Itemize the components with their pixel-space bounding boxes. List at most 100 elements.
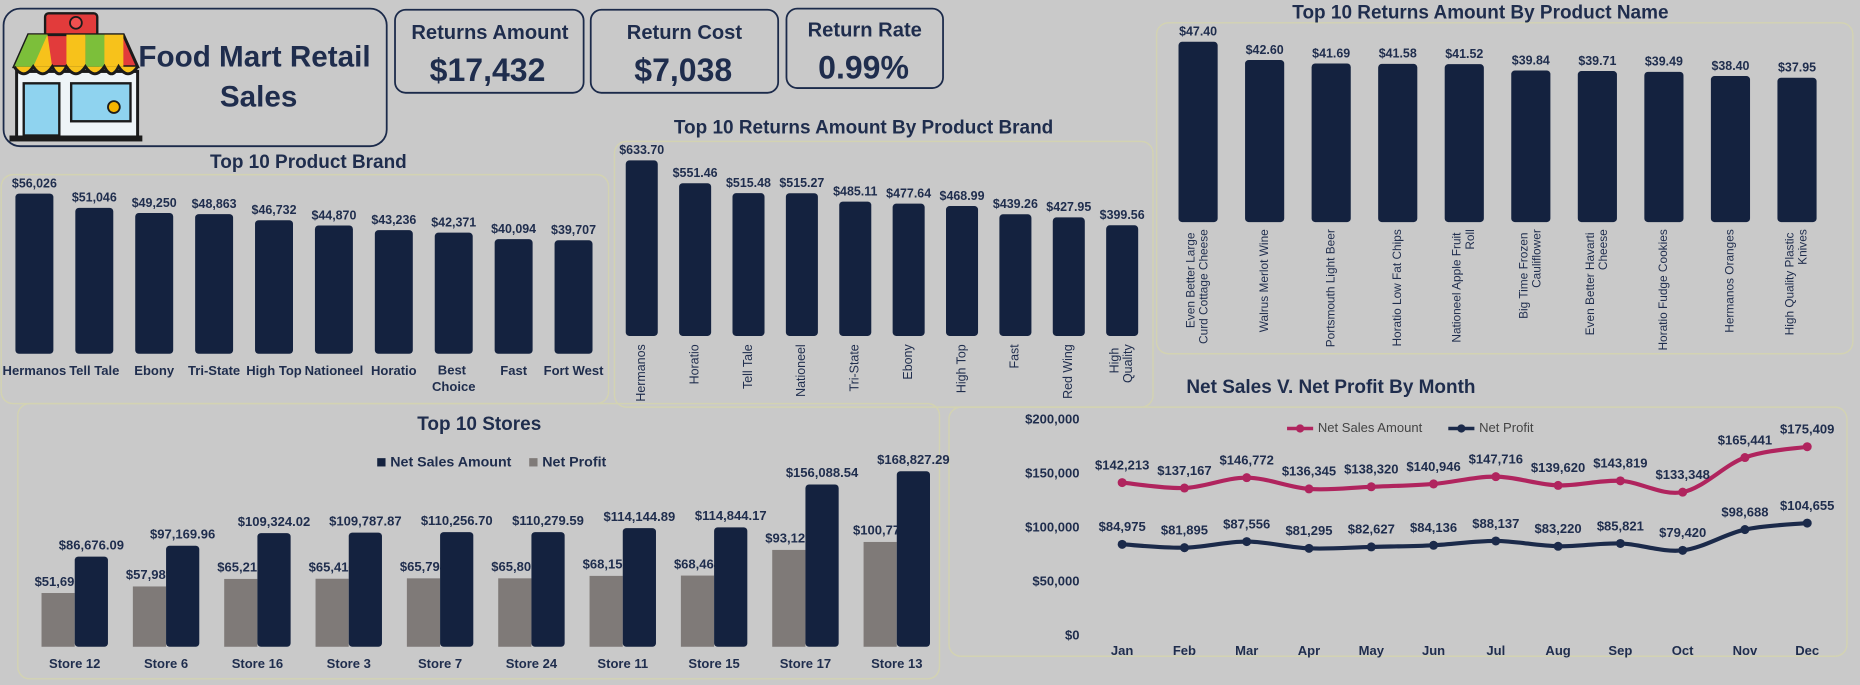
bar: [679, 183, 712, 336]
x-tick-label: Horatio: [371, 363, 417, 378]
point: [1366, 542, 1376, 552]
data-label: $49,250: [132, 196, 177, 210]
bar: [1577, 71, 1617, 223]
data-label: $44,870: [311, 208, 356, 222]
legend-swatch: [377, 458, 386, 467]
data-label: $40,094: [491, 222, 536, 236]
x-tick-label: Aug: [1545, 643, 1570, 658]
point: [1117, 478, 1127, 488]
x-tick-label: Fort West: [544, 363, 605, 378]
bar: [257, 533, 291, 647]
data-label: $139,620: [1531, 460, 1585, 475]
kpi-card: [394, 8, 585, 94]
data-label: $468.99: [940, 189, 985, 203]
kpi-card: [589, 8, 780, 94]
data-label: $79,420: [1659, 525, 1706, 540]
data-label: $142,213: [1095, 457, 1149, 472]
data-label: $109,324.02: [238, 514, 310, 529]
x-tick-label: Walrus Merlot Wine: [1257, 229, 1271, 332]
point: [1615, 538, 1625, 548]
chart-panel: [948, 406, 1848, 657]
data-label: $68,464: [674, 556, 722, 571]
x-tick-label: Hermanos: [634, 344, 648, 401]
legend-marker: [1457, 424, 1466, 433]
chart-title: Net Sales V. Net Profit By Month: [1186, 377, 1475, 398]
data-label: $46,732: [252, 203, 297, 217]
data-label: $515.48: [726, 176, 771, 190]
x-tick-label: Red Wing: [1061, 344, 1075, 399]
point: [1802, 518, 1812, 528]
x-tick-label: Nationeel: [305, 363, 364, 378]
bar: [1052, 217, 1085, 336]
legend-marker: [1295, 424, 1305, 433]
data-label: $82,627: [1348, 522, 1395, 537]
data-label: $399.56: [1100, 208, 1145, 222]
point: [1366, 482, 1376, 492]
bar: [1311, 63, 1351, 223]
point: [1491, 472, 1501, 482]
data-label: $41.69: [1312, 46, 1350, 60]
data-label: $83,220: [1535, 521, 1582, 536]
point: [1304, 543, 1314, 553]
bar: [999, 214, 1032, 336]
data-label: $137,167: [1157, 463, 1211, 478]
bar: [589, 575, 623, 647]
x-tick-label: Oct: [1672, 643, 1694, 658]
bar: [74, 556, 108, 647]
chart-title: Top 10 Returns Amount By Product Brand: [674, 117, 1053, 138]
data-label: $110,256.70: [421, 513, 493, 528]
bar: [1378, 63, 1418, 223]
data-label: $68,152: [583, 557, 630, 572]
bar: [494, 239, 533, 354]
x-tick-label: Ebony: [901, 344, 915, 380]
y-tick-label: $50,000: [1032, 574, 1079, 589]
data-label: $87,556: [1223, 516, 1270, 531]
data-label: $65,416: [309, 560, 356, 575]
bar: [839, 201, 872, 336]
point: [1740, 525, 1750, 535]
bar: [680, 575, 715, 647]
data-label: $485.11: [833, 184, 877, 198]
bar: [314, 225, 353, 354]
x-tick-label: Tell Tale: [69, 363, 119, 378]
x-tick-label: Mar: [1235, 643, 1258, 658]
x-tick-label: Jan: [1111, 643, 1133, 658]
chart-title: Top 10 Stores: [417, 414, 541, 435]
bar: [406, 578, 441, 647]
bar: [732, 193, 765, 336]
point: [1678, 487, 1688, 497]
kpi-value: 0.99%: [818, 50, 909, 86]
legend-swatch: [529, 458, 538, 467]
x-tick-label: Horatio Fudge Cookies: [1656, 229, 1670, 350]
data-label: $51,690: [35, 574, 82, 589]
data-label: $86,676.09: [59, 537, 124, 552]
x-tick-label: Fast: [1008, 344, 1022, 369]
point: [1802, 442, 1812, 452]
x-tick-label: Fast: [500, 363, 527, 378]
data-label: $93,128: [765, 531, 812, 546]
line: [1121, 444, 1808, 495]
data-label: $439.26: [993, 197, 1038, 211]
kpi-value: $17,432: [430, 52, 546, 88]
legend-label: Net Profit: [542, 455, 606, 471]
data-label: $109,787.87: [329, 513, 401, 528]
bar: [622, 528, 656, 647]
data-label: $551.46: [673, 166, 718, 180]
store-icon: [9, 12, 143, 142]
data-label: $84,136: [1410, 520, 1457, 535]
bar: [195, 214, 234, 354]
x-tick-label: Horatio: [687, 344, 701, 384]
bar: [946, 206, 979, 336]
x-tick-label: May: [1359, 643, 1385, 658]
data-label: $138,320: [1344, 462, 1398, 477]
data-label: $156,088.54: [786, 465, 859, 480]
bar: [1710, 76, 1751, 223]
x-tick-label: Jul: [1486, 643, 1505, 658]
bar: [805, 484, 839, 647]
data-label: $65,218: [217, 560, 264, 575]
data-label: $84,975: [1099, 519, 1146, 534]
chart-title: Top 10 Returns Amount By Product Name: [1292, 2, 1668, 23]
data-label: $104,655: [1780, 498, 1834, 513]
